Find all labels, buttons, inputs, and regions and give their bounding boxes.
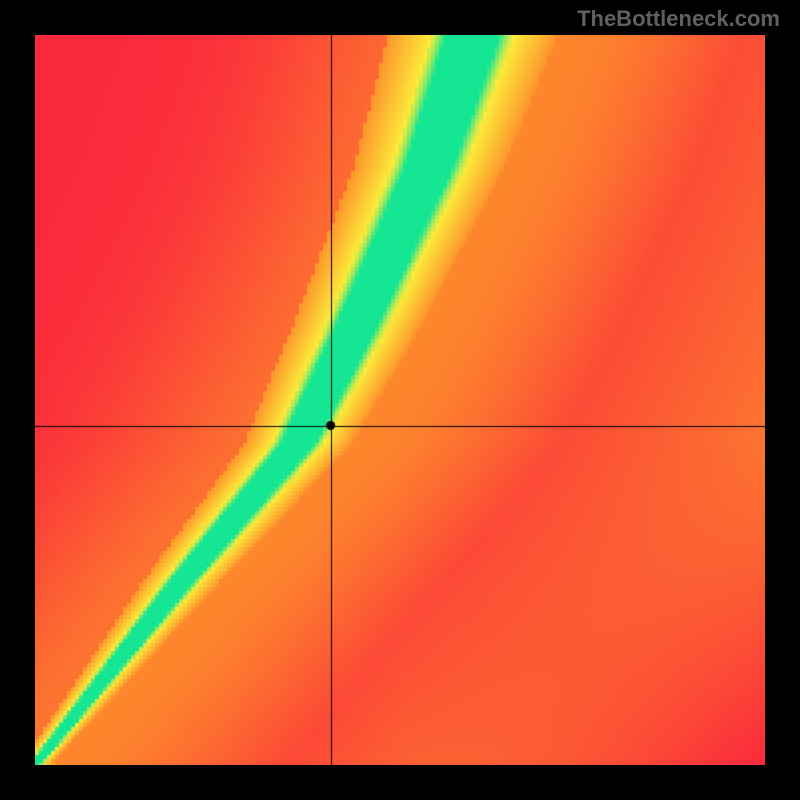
heatmap-canvas (35, 35, 765, 765)
attribution-text: TheBottleneck.com (577, 6, 780, 32)
chart-container: TheBottleneck.com (0, 0, 800, 800)
heatmap-plot (35, 35, 765, 765)
